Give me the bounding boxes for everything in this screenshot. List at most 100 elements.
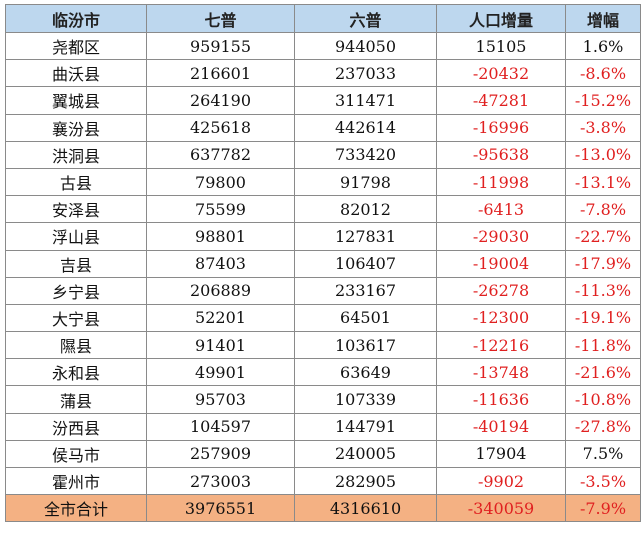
growth-rate-value: 7.5%: [565, 439, 641, 469]
population-change-value: 17904: [436, 439, 566, 469]
sixth-census-value: 944050: [294, 31, 437, 61]
seventh-census-value: 79800: [146, 167, 295, 197]
table-row: 大宁县 52201 64501 -12300 -19.1%: [5, 303, 641, 333]
table-row: 霍州市 273003 282905 -9902 -3.5%: [5, 466, 641, 496]
sixth-census-value: 103617: [294, 331, 437, 360]
population-change-value: -6413: [436, 195, 566, 224]
district-name: 汾西县: [5, 412, 147, 441]
population-change-value: -11998: [436, 167, 566, 197]
table-row: 侯马市 257909 240005 17904 7.5%: [5, 439, 641, 469]
header-growth-rate: 增幅: [565, 4, 641, 33]
growth-rate-value: -7.8%: [565, 195, 641, 224]
sixth-census-value: 82012: [294, 195, 437, 224]
seventh-census-value: 637782: [146, 140, 295, 169]
seventh-census-value: 425618: [146, 113, 295, 142]
table-row: 襄汾县 425618 442614 -16996 -3.8%: [5, 113, 641, 142]
seventh-census-value: 257909: [146, 439, 295, 469]
table-body: 尧都区 959155 944050 15105 1.6% 曲沃县 216601 237033-…: [5, 31, 641, 523]
sixth-census-value: 91798: [294, 167, 437, 197]
header-population-change: 人口增量: [436, 4, 566, 33]
sixth-census-value: 4316610: [294, 494, 437, 523]
population-change-value: -19004: [436, 249, 566, 278]
seventh-census-value: 49901: [146, 358, 295, 387]
district-name: 曲沃县: [5, 59, 147, 88]
district-name: 尧都区: [5, 31, 147, 61]
seventh-census-value: 216601: [146, 59, 295, 88]
district-name: 襄汾县: [5, 113, 147, 142]
header-city: 临汾市: [5, 4, 147, 33]
growth-rate-value: -15.2%: [565, 86, 641, 115]
district-name: 侯马市: [5, 439, 147, 469]
population-change-value: -40194: [436, 412, 566, 441]
table-row: 蒲县 95703 107339 -11636 -10.8%: [5, 385, 641, 414]
table-row: 曲沃县 216601 237033 -20432 -8.6%: [5, 59, 641, 88]
seventh-census-value: 959155: [146, 31, 295, 61]
district-name: 全市合计: [5, 494, 147, 523]
growth-rate-value: -27.8%: [565, 412, 641, 441]
growth-rate-value: -11.8%: [565, 331, 641, 360]
district-name: 蒲县: [5, 385, 147, 414]
population-change-value: -11636: [436, 385, 566, 414]
population-change-value: -12300: [436, 303, 566, 333]
district-name: 大宁县: [5, 303, 147, 333]
growth-rate-value: -8.6%: [565, 59, 641, 88]
sixth-census-value: 240005: [294, 439, 437, 469]
district-name: 霍州市: [5, 466, 147, 496]
growth-rate-value: -7.9%: [565, 494, 641, 523]
growth-rate-value: -13.1%: [565, 167, 641, 197]
district-name: 安泽县: [5, 195, 147, 224]
population-change-value: -9902: [436, 466, 566, 496]
seventh-census-value: 87403: [146, 249, 295, 278]
population-change-value: -340059: [436, 494, 566, 523]
header-row: 临汾市 七普 六普 人口增量 增幅: [5, 4, 641, 33]
table-row: 洪洞县 637782 733420 -95638 -13.0%: [5, 140, 641, 169]
sixth-census-value: 107339: [294, 385, 437, 414]
table-row: 浮山县 98801 127831 -29030 -22.7%: [5, 222, 641, 251]
population-change-value: -13748: [436, 358, 566, 387]
table-row: 安泽县 75599 82012 -6413 -7.8%: [5, 195, 641, 224]
growth-rate-value: -19.1%: [565, 303, 641, 333]
growth-rate-value: -11.3%: [565, 276, 641, 305]
sixth-census-value: 63649: [294, 358, 437, 387]
table-row: 尧都区 959155 944050 15105 1.6%: [5, 31, 641, 61]
population-change-value: 15105: [436, 31, 566, 61]
sixth-census-value: 106407: [294, 249, 437, 278]
table-row: 隰县 91401 103617 -12216 -11.8%: [5, 331, 641, 360]
sixth-census-value: 237033: [294, 59, 437, 88]
growth-rate-value: 1.6%: [565, 31, 641, 61]
seventh-census-value: 104597: [146, 412, 295, 441]
table-row: 永和县 49901 63649 -13748 -21.6%: [5, 358, 641, 387]
table-row: 翼城县 264190 311471 -47281 -15.2%: [5, 86, 641, 115]
district-name: 浮山县: [5, 222, 147, 251]
total-row: 全市合计 3976551 4316610 -340059 -7.9%: [5, 494, 641, 523]
seventh-census-value: 75599: [146, 195, 295, 224]
header-seventh-census: 七普: [146, 4, 295, 33]
seventh-census-value: 95703: [146, 385, 295, 414]
growth-rate-value: -22.7%: [565, 222, 641, 251]
growth-rate-value: -13.0%: [565, 140, 641, 169]
population-change-value: -26278: [436, 276, 566, 305]
growth-rate-value: -10.8%: [565, 385, 641, 414]
population-change-value: -29030: [436, 222, 566, 251]
seventh-census-value: 264190: [146, 86, 295, 115]
population-change-value: -95638: [436, 140, 566, 169]
seventh-census-value: 91401: [146, 331, 295, 360]
seventh-census-value: 3976551: [146, 494, 295, 523]
district-name: 洪洞县: [5, 140, 147, 169]
district-name: 隰县: [5, 331, 147, 360]
growth-rate-value: -17.9%: [565, 249, 641, 278]
table-container: 临汾市 七普 六普 人口增量 增幅 尧都区 959155 944050 15105 1.…: [5, 4, 641, 523]
population-change-value: -20432: [436, 59, 566, 88]
sixth-census-value: 233167: [294, 276, 437, 305]
district-name: 吉县: [5, 249, 147, 278]
growth-rate-value: -3.5%: [565, 466, 641, 496]
header-sixth-census: 六普: [294, 4, 437, 33]
district-name: 永和县: [5, 358, 147, 387]
table-row: 吉县 87403 106407 -19004 -17.9%: [5, 249, 641, 278]
growth-rate-value: -3.8%: [565, 113, 641, 142]
sixth-census-value: 282905: [294, 466, 437, 496]
sixth-census-value: 733420: [294, 140, 437, 169]
district-name: 乡宁县: [5, 276, 147, 305]
population-change-value: -47281: [436, 86, 566, 115]
seventh-census-value: 52201: [146, 303, 295, 333]
